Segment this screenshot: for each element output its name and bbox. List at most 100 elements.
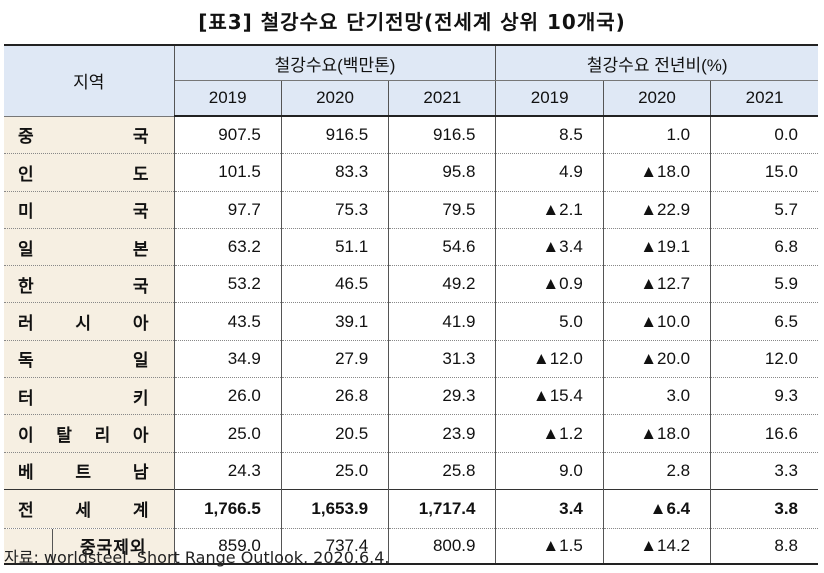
value-cell: 3.3 [710, 452, 818, 490]
value-cell: 6.8 [710, 228, 818, 267]
value-cell: 15.0 [710, 153, 818, 192]
region-char: 일 [18, 239, 35, 260]
value-cell: 39.1 [280, 302, 389, 341]
value-cell: ▲10.0 [602, 302, 711, 341]
table-row: 중 국 907.5 916.5 916.5 8.5 1.0 0.0 [4, 116, 818, 155]
table-row: 인 도 101.5 83.3 95.8 4.9 ▲18.0 15.0 [4, 153, 818, 192]
table-row: 러 시 아 43.5 39.1 41.9 5.0 ▲10.0 6.5 [4, 302, 818, 341]
value-cell: 916.5 [388, 116, 496, 155]
value-cell: 9.0 [495, 452, 604, 490]
region-header: 지역 [4, 44, 175, 117]
value-cell: ▲12.0 [495, 340, 604, 379]
value-cell: 4.9 [495, 153, 604, 192]
value-cell: 27.9 [280, 340, 389, 379]
value-cell: 1,653.9 [280, 488, 389, 529]
value-cell: ▲1.2 [495, 414, 604, 453]
value-cell: 12.0 [710, 340, 818, 379]
region-char: 미 [18, 202, 35, 223]
region-char: 아 [132, 426, 150, 447]
region-char: 베 [18, 463, 35, 484]
value-cell: 26.0 [173, 377, 282, 416]
value-cell: 49.2 [388, 265, 496, 304]
value-cell: 25.0 [280, 452, 389, 490]
table-row: 한 국 53.2 46.5 49.2 ▲0.9 ▲12.7 5.9 [4, 265, 818, 304]
region-char: 아 [132, 314, 150, 335]
value-cell: ▲20.0 [602, 340, 711, 379]
region-char: 리 [94, 426, 112, 447]
world-total-row: 전 세 계 1,766.5 1,653.9 1,717.4 3.4 ▲6.4 3.8 [4, 488, 818, 529]
value-cell: 737.4 [280, 528, 389, 565]
value-cell: 5.9 [710, 265, 818, 304]
value-cell: 83.3 [280, 153, 389, 192]
ex-china-row: 중국제외 859.0 737.4 800.9 ▲1.5 ▲14.2 8.8 [4, 528, 818, 565]
region-char: 터 [18, 388, 35, 409]
value-cell: 25.0 [173, 414, 282, 453]
region-char: 시 [75, 314, 93, 335]
table-title: [표3] 철강수요 단기전망(전세계 상위 10개국) [198, 10, 626, 34]
value-cell: 1,766.5 [173, 488, 282, 529]
table-row: 터 키 26.0 26.8 29.3 ▲15.4 3.0 9.3 [4, 377, 818, 416]
region-char: 일 [132, 351, 150, 372]
value-cell: ▲18.0 [602, 153, 711, 192]
region-char: 탈 [56, 426, 73, 447]
value-cell: 3.4 [495, 488, 604, 529]
value-cell: 23.9 [388, 414, 496, 453]
region-char: 중 [18, 127, 35, 148]
steel-demand-table: 지역 철강수요(백만톤) 철강수요 전년비(%) 2019 2020 2021 … [4, 44, 818, 565]
value-cell: 6.5 [710, 302, 818, 341]
value-cell: 29.3 [388, 377, 496, 416]
value-cell: 9.3 [710, 377, 818, 416]
value-cell: 97.7 [173, 191, 282, 229]
value-cell: 1,717.4 [388, 488, 496, 529]
value-cell: 79.5 [388, 191, 496, 229]
value-cell: 907.5 [173, 116, 282, 155]
value-cell: 54.6 [388, 228, 496, 267]
region-cell: 중국제외 [4, 528, 174, 565]
year-header: 2019 [495, 80, 604, 117]
table-row: 독 일 34.9 27.9 31.3 ▲12.0 ▲20.0 12.0 [4, 340, 818, 379]
region-char: 트 [75, 463, 93, 484]
value-cell: ▲15.4 [495, 377, 604, 416]
value-cell: 8.5 [495, 116, 604, 155]
value-cell: 8.8 [710, 528, 818, 565]
value-cell: 859.0 [173, 528, 282, 565]
region-char: 전 [18, 501, 35, 522]
value-cell: 75.3 [280, 191, 389, 229]
value-cell: ▲2.1 [495, 191, 604, 229]
region-char: 본 [132, 239, 150, 260]
value-cell: ▲12.7 [602, 265, 711, 304]
value-cell: 1.0 [602, 116, 711, 155]
region-char: 도 [132, 164, 150, 185]
value-cell: 43.5 [173, 302, 282, 341]
value-cell: 41.9 [388, 302, 496, 341]
table-body: 중 국 907.5 916.5 916.5 8.5 1.0 0.0 인 도 101.5 83.3 95.… [4, 116, 818, 565]
value-cell: 16.6 [710, 414, 818, 453]
year-header: 2021 [388, 80, 497, 117]
region-char: 한 [18, 276, 35, 297]
table-row: 이 탈 리 아 25.0 20.5 23.9 ▲1.2 ▲18.0 16.6 [4, 414, 818, 453]
value-cell: ▲0.9 [495, 265, 604, 304]
value-cell: 20.5 [280, 414, 389, 453]
value-cell: 800.9 [388, 528, 496, 565]
value-cell: 3.8 [710, 488, 818, 529]
region-char: 계 [132, 501, 150, 522]
region-char: 이 [18, 426, 35, 447]
year-header: 2019 [174, 80, 282, 117]
region-char: 인 [18, 164, 35, 185]
region-char: 국 [132, 202, 150, 223]
value-cell: 2.8 [602, 452, 711, 490]
value-cell: ▲14.2 [602, 528, 711, 565]
value-cell: ▲19.1 [602, 228, 711, 267]
value-cell: 31.3 [388, 340, 496, 379]
value-cell: 26.8 [280, 377, 389, 416]
indent-spacer [4, 528, 53, 563]
value-cell: 63.2 [173, 228, 282, 267]
